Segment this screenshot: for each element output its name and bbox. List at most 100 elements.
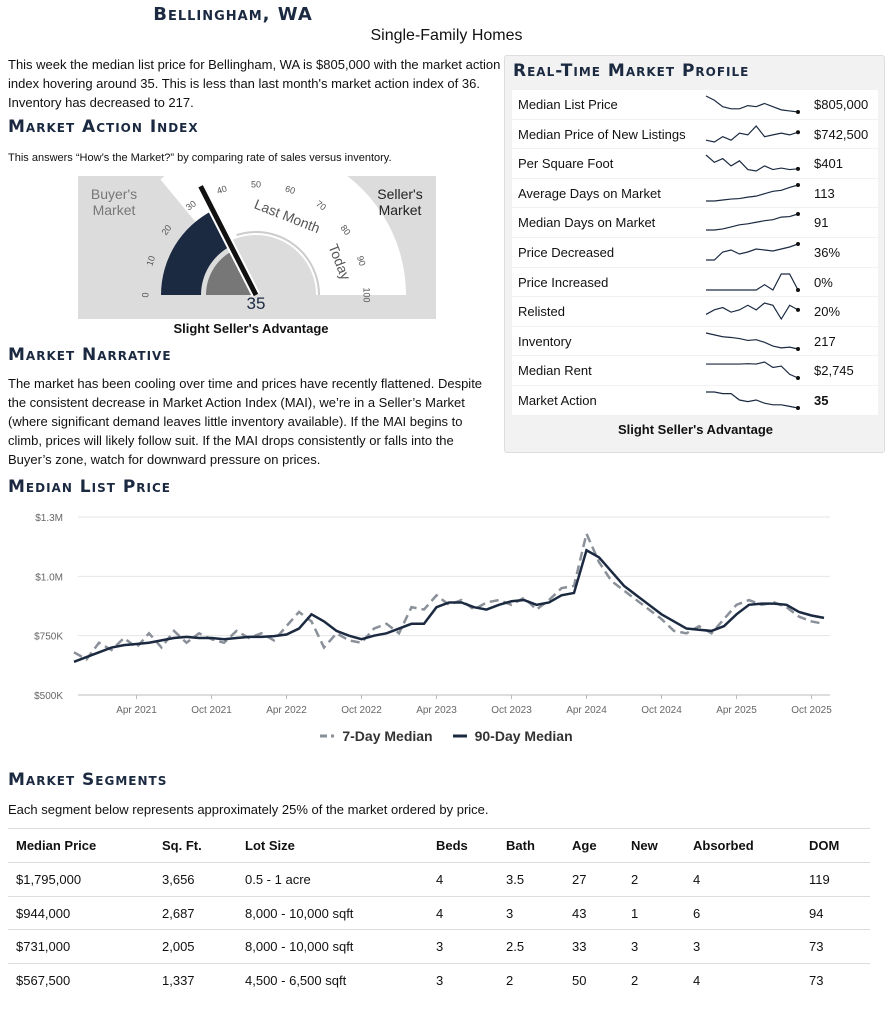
table-cell: 3,656 xyxy=(162,872,195,887)
table-cell: $944,000 xyxy=(16,905,71,921)
sparkline-end xyxy=(796,346,800,351)
sparkline xyxy=(705,95,799,113)
profile-label: Average Days on Market xyxy=(518,185,661,201)
gauge-tick-label: 50 xyxy=(251,179,261,189)
gauge-tick-label: 90 xyxy=(355,255,368,268)
table-cell: 1,337 xyxy=(162,972,195,988)
column-header: Age xyxy=(572,838,597,853)
sparkline-end xyxy=(796,167,800,172)
section-heading: Real-Time Market Profile xyxy=(513,61,750,81)
description: This answers “How’s the Market?” by comp… xyxy=(8,152,392,164)
sparkline xyxy=(705,302,799,321)
table-cell: 1 xyxy=(631,905,639,921)
column-header: Beds xyxy=(436,838,468,853)
svg-canvas xyxy=(705,302,800,321)
profile-row: Median Days on Market 91 xyxy=(512,208,878,237)
sparkline-end xyxy=(796,406,800,410)
column-header: DOM xyxy=(809,838,840,853)
y-tick-label: $1.3M xyxy=(35,513,63,524)
svg-canvas xyxy=(705,95,800,114)
gauge-tick-label: 10 xyxy=(144,255,157,268)
x-tick-label: Oct 2022 xyxy=(341,705,382,716)
table-cell: 3 xyxy=(506,905,514,921)
table-rule xyxy=(8,828,870,829)
table-cell: 73 xyxy=(809,939,824,954)
legend-item: 90-Day Median xyxy=(452,728,573,744)
gauge-tick-label: 40 xyxy=(216,183,229,196)
profile-value: 35 xyxy=(814,393,829,408)
profile-row: Price Increased 0% xyxy=(512,267,878,297)
sparkline-end xyxy=(796,376,800,381)
table-cell: 2 xyxy=(631,972,639,988)
profile-value: 36% xyxy=(814,245,841,260)
profile-label: Median Rent xyxy=(518,363,592,379)
profile-label: Median Price of New Listings xyxy=(518,126,686,142)
gauge-tick-label: 60 xyxy=(284,183,297,196)
profile-row: Price Decreased 36% xyxy=(512,238,878,267)
section-heading: Market Segments xyxy=(8,770,168,790)
profile-row: Median Rent $2,745 xyxy=(512,356,878,385)
gauge-tick-label: 80 xyxy=(339,223,353,237)
profile-label: Price Decreased xyxy=(518,245,615,260)
profile-row: Median Price of New Listings $742,500 xyxy=(512,119,878,149)
table-cell: 4,500 - 6,500 sqft xyxy=(245,972,347,988)
table-cell: 2 xyxy=(631,872,639,887)
profile-label: Inventory xyxy=(518,333,572,349)
profile-row: Median List Price $805,000 xyxy=(512,90,878,119)
x-tick-label: Oct 2023 xyxy=(491,705,532,716)
sparkline xyxy=(705,332,799,350)
gauge-tick-label: 100 xyxy=(362,287,372,302)
profile-value: $2,745 xyxy=(814,363,854,379)
gauge-caption: Slight Seller's Advantage xyxy=(173,321,329,336)
sparkline-end xyxy=(796,110,800,114)
section-heading: Market Action Index xyxy=(8,117,199,137)
table-cell: 3 xyxy=(693,939,701,954)
table-cell: 8,000 - 10,000 sqft xyxy=(245,905,354,921)
table-rule xyxy=(8,895,870,897)
gauge-tick-label: 70 xyxy=(314,199,328,213)
profile-caption: Slight Seller's Advantage xyxy=(617,422,774,437)
y-tick-label: $750K xyxy=(34,632,63,643)
page-title: Bellingham, WA xyxy=(153,4,313,25)
svg-canvas xyxy=(452,734,467,738)
table-cell: 50 xyxy=(572,972,587,988)
sparkline-end xyxy=(796,182,800,187)
svg-canvas xyxy=(706,212,800,231)
sparkline xyxy=(706,213,799,231)
svg-canvas xyxy=(706,182,800,202)
svg-canvas xyxy=(705,154,800,172)
profile-row: Market Action 35 xyxy=(512,386,878,415)
table-cell: 0.5 - 1 acre xyxy=(245,872,311,887)
table-cell: 2,687 xyxy=(162,905,195,921)
table-cell: 43 xyxy=(572,905,587,921)
column-header: Bath xyxy=(506,838,535,853)
today-band xyxy=(161,210,232,295)
profile-row: Per Square Foot $401 xyxy=(512,149,878,178)
table-cell: 33 xyxy=(572,939,587,954)
y-tick-label: $500K xyxy=(34,691,63,702)
profile-value: 113 xyxy=(814,185,835,201)
column-header: New xyxy=(631,838,658,853)
profile-label: Per Square Foot xyxy=(518,156,614,172)
subtitle: Single-Family Homes xyxy=(370,27,523,44)
column-header: Median Price xyxy=(16,838,97,853)
table-rule xyxy=(8,862,870,863)
table-cell: $567,500 xyxy=(16,972,71,988)
profile-value: $742,500 xyxy=(814,126,869,142)
table-cell: 2,005 xyxy=(162,939,195,954)
legend-label: 90-Day Median xyxy=(474,728,573,744)
profile-label: Price Increased xyxy=(518,274,609,290)
table-cell: 3 xyxy=(631,939,639,954)
table-cell: 94 xyxy=(809,905,824,921)
table-cell: $1,795,000 xyxy=(16,872,82,887)
legend-label: 7-Day Median xyxy=(342,728,433,744)
section-heading: Median List Price xyxy=(8,477,172,497)
table-cell: 6 xyxy=(693,905,701,921)
svg-canvas xyxy=(705,124,800,143)
buyer-label: Buyer's Market xyxy=(90,186,138,218)
table-rule xyxy=(8,929,870,930)
profile-row: Relisted 20% xyxy=(512,297,878,326)
profile-row: Average Days on Market 113 xyxy=(512,178,878,208)
table-cell: 3.5 xyxy=(506,872,525,887)
